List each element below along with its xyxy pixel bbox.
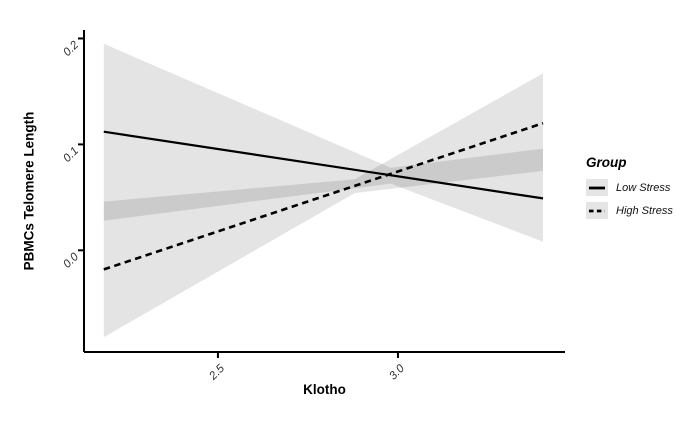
ci-ribbon-low-stress [103,43,544,242]
legend-label-high-stress: High Stress [616,204,673,217]
y-tick-label: 0.2 [61,39,81,59]
y-axis-title: PBMCs Telomere Length [21,111,37,271]
legend-key-high-stress [586,202,608,219]
legend-label-low-stress: Low Stress [616,181,671,194]
x-axis-title: Klotho [303,382,346,397]
dashed-line-sample-icon [589,209,605,212]
legend: Group Low Stress High Stress [586,155,698,225]
y-tick-label: 0.0 [61,251,81,271]
x-tick-label: 2.5 [207,362,228,383]
trend-line-high-stress [103,121,544,271]
legend-entry-high-stress: High Stress [586,202,698,219]
legend-key-low-stress [586,179,608,196]
solid-line-sample-icon [589,186,605,189]
legend-entry-low-stress: Low Stress [586,179,698,196]
y-tick-label: 0.1 [61,145,81,165]
legend-title: Group [586,155,627,170]
x-tick-label: 3.0 [387,362,407,382]
ci-ribbon-high-stress [103,73,544,338]
trend-line-low-stress [103,130,544,200]
